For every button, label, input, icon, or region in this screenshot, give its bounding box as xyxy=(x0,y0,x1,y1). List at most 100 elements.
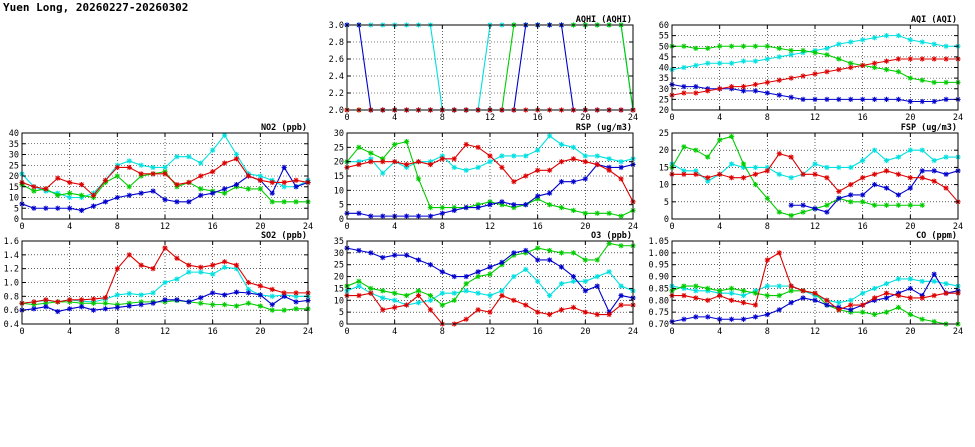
data-point xyxy=(931,41,937,47)
data-point xyxy=(43,186,49,192)
data-point xyxy=(368,290,374,296)
series-3 xyxy=(19,289,311,315)
data-point xyxy=(245,300,252,306)
data-point xyxy=(594,273,600,280)
data-point xyxy=(728,84,735,90)
data-point xyxy=(681,84,687,90)
data-point xyxy=(800,171,806,177)
data-point xyxy=(269,302,275,308)
data-point xyxy=(293,177,299,183)
data-point xyxy=(523,266,529,273)
data-point xyxy=(293,199,299,205)
series-4 xyxy=(19,245,311,306)
data-point xyxy=(907,311,913,318)
data-point xyxy=(776,54,782,60)
data-point xyxy=(717,316,723,322)
x-tick-label: 16 xyxy=(858,327,868,337)
chart-co: 0.70 0.75 0.80 0.850.90 0.95 1.00 1.05 0 4 8 12 16 2… xyxy=(649,231,964,337)
data-point xyxy=(582,159,588,165)
data-point xyxy=(752,171,759,177)
data-point xyxy=(752,88,759,94)
data-point xyxy=(269,190,275,196)
x-tick-label: 12 xyxy=(485,113,495,123)
data-point xyxy=(907,285,913,292)
data-point xyxy=(740,316,747,322)
data-point xyxy=(895,202,902,208)
data-point xyxy=(475,144,481,150)
data-point xyxy=(198,186,204,192)
data-point xyxy=(907,175,913,181)
data-point xyxy=(919,278,925,284)
data-point xyxy=(848,64,854,71)
data-point xyxy=(618,159,624,165)
data-point xyxy=(281,199,287,205)
y-tick-label: 2.6 xyxy=(329,55,344,65)
data-point xyxy=(883,33,890,39)
x-tick-label: 4 xyxy=(392,113,397,123)
data-point xyxy=(871,64,878,71)
data-point xyxy=(705,60,711,66)
data-point xyxy=(776,307,782,313)
x-tick-label: 8 xyxy=(440,222,445,232)
data-point xyxy=(812,161,818,167)
data-point xyxy=(245,290,252,296)
x-tick-label: 20 xyxy=(255,327,265,337)
data-point xyxy=(693,288,699,294)
data-point xyxy=(55,175,61,181)
y-tick-label: 25 xyxy=(659,95,669,105)
x-tick-label: 24 xyxy=(628,222,638,232)
data-point xyxy=(717,43,723,49)
data-point xyxy=(546,311,553,318)
data-point xyxy=(788,75,794,81)
data-point xyxy=(293,306,299,312)
data-point xyxy=(752,58,759,64)
data-point xyxy=(570,273,577,280)
data-point xyxy=(427,161,434,168)
data-point xyxy=(558,204,565,211)
data-point xyxy=(55,192,61,198)
data-point xyxy=(824,45,830,51)
data-point xyxy=(594,311,600,318)
data-point xyxy=(558,159,565,165)
data-point xyxy=(728,133,735,140)
chart-rsp: 0 5 10 15 20 25 30 0 4 8 12 16 20 24 RSP (ug/m3) xyxy=(334,123,638,232)
series-2 xyxy=(669,43,961,85)
chart-aqhi: 2.0 2.2 2.4 2.6 2.8 3.0 0 4 8 12 16 20 24 AQHI (AQHI) xyxy=(329,15,638,123)
data-point xyxy=(269,199,275,205)
data-point xyxy=(138,190,144,196)
y-tick-label: 5 xyxy=(14,204,19,214)
y-tick-label: 35 xyxy=(659,74,669,84)
x-tick-label: 16 xyxy=(208,327,218,337)
data-point xyxy=(883,202,890,208)
data-point xyxy=(138,262,144,268)
y-tick-label: 1.00 xyxy=(649,249,669,259)
data-point xyxy=(764,195,770,201)
x-tick-label: 16 xyxy=(533,113,543,123)
data-point xyxy=(883,157,890,164)
data-point xyxy=(728,297,735,303)
y-tick-label: 2.0 xyxy=(329,106,344,116)
data-point xyxy=(717,292,723,299)
data-point xyxy=(186,299,192,305)
data-point xyxy=(705,154,711,160)
y-tick-label: 0 xyxy=(664,215,669,225)
data-point xyxy=(90,307,97,313)
data-point xyxy=(43,297,49,303)
data-point xyxy=(487,264,493,270)
data-point xyxy=(415,300,422,306)
data-point xyxy=(198,160,204,166)
x-tick-label: 0 xyxy=(344,327,349,337)
data-point xyxy=(511,153,517,159)
data-point xyxy=(931,271,937,277)
series-3 xyxy=(344,245,636,315)
y-tick-label: 10 xyxy=(334,186,344,196)
data-point xyxy=(475,164,481,170)
data-point xyxy=(931,319,937,325)
series-4 xyxy=(344,290,636,327)
data-point xyxy=(67,297,73,303)
data-point xyxy=(931,98,937,105)
data-point xyxy=(824,202,830,208)
data-point xyxy=(764,283,770,289)
x-tick-label: 20 xyxy=(580,327,590,337)
